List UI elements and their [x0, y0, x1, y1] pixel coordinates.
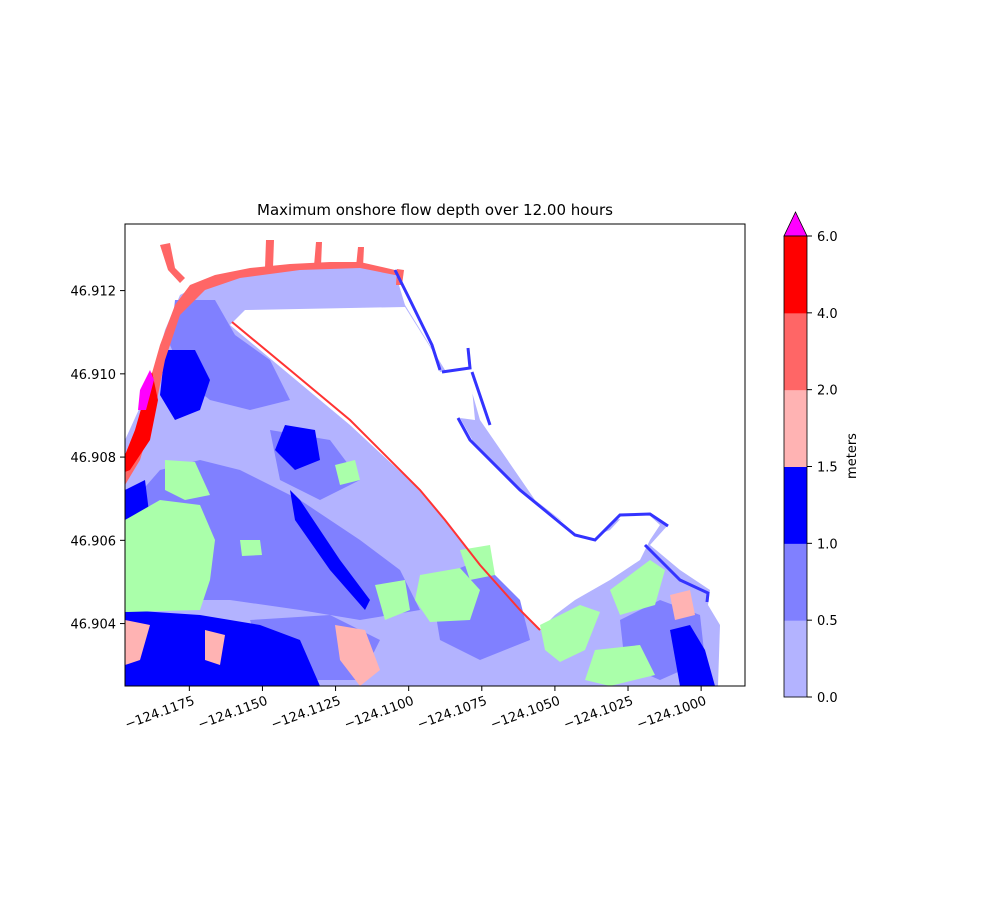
x-tick-label: −124.1000	[635, 694, 709, 733]
y-tick-label: 46.910	[71, 368, 117, 383]
x-tick-label: −124.1175	[123, 694, 197, 733]
dry-interior	[230, 307, 660, 630]
x-tick-label: −124.1025	[562, 694, 636, 733]
colorbar-block	[784, 389, 807, 467]
colorbar-extend-arrow	[783, 211, 808, 237]
colorbar-tick-label: 4.0	[817, 307, 838, 322]
chart-title: Maximum onshore flow depth over 12.00 ho…	[257, 201, 613, 219]
colorbar-tick-label: 6.0	[817, 230, 838, 245]
y-tick-label: 46.912	[71, 285, 117, 300]
x-tick-label: −124.1150	[196, 694, 270, 733]
y-axis: 46.904 46.906 46.908 46.910 46.912	[71, 285, 125, 633]
flow-depth-map	[125, 240, 720, 686]
colorbar-label: meters	[845, 433, 860, 479]
colorbar-block	[784, 620, 807, 698]
y-tick-label: 46.906	[71, 534, 117, 549]
depth-region-above-6.0	[138, 370, 154, 410]
colorbar-block	[784, 543, 807, 621]
colorbar: 0.0 0.5 1.0 1.5 2.0 4.0 6.0 meters	[783, 211, 860, 706]
jetty-features	[160, 240, 404, 285]
colorbar-block	[784, 312, 807, 391]
x-tick-label: −124.1050	[489, 694, 563, 733]
shoreline-red-edge	[231, 321, 541, 631]
colorbar-block	[784, 466, 807, 544]
y-tick-label: 46.904	[71, 618, 117, 633]
x-tick-label: −124.1125	[269, 694, 343, 733]
y-tick-label: 46.908	[71, 451, 117, 466]
depth-region-4.0-6.0	[125, 372, 158, 472]
dry-land-region	[125, 460, 665, 686]
x-axis: −124.1175 −124.1150 −124.1125 −124.1100 −124…	[123, 686, 709, 733]
colorbar-tick-label: 1.5	[817, 461, 838, 476]
colorbar-tick-label: 0.0	[817, 691, 838, 706]
colorbar-block	[784, 236, 807, 314]
depth-region-1.5-2.0	[125, 590, 695, 686]
colorbar-tick-label: 1.0	[817, 537, 838, 552]
breakwater-lines	[393, 269, 710, 603]
colorbar-tick-label: 0.5	[817, 614, 838, 629]
plot-frame	[124, 223, 746, 687]
x-tick-label: −124.1075	[416, 694, 490, 733]
depth-region-1.0-1.5	[125, 350, 715, 686]
colorbar-tick-label: 2.0	[817, 384, 838, 399]
x-tick-label: −124.1100	[342, 694, 416, 733]
